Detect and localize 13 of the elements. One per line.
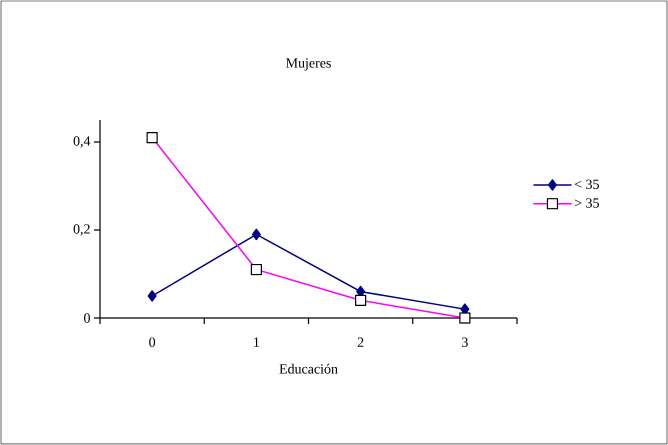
point [148, 290, 157, 302]
legend-label: < 35 [574, 180, 599, 189]
x-axis-title: Educación [279, 364, 338, 374]
chart-title: Mujeres [286, 58, 331, 70]
x-tick-label: 1 [254, 337, 260, 347]
y-tick-label: 0,2 [74, 224, 90, 236]
y-tick-label: 0,4 [74, 136, 90, 148]
x-tick-label: 3 [462, 338, 468, 347]
legend-label: > 35 [574, 198, 599, 208]
x-tick-label: 0 [149, 338, 156, 347]
point [252, 228, 261, 240]
x-tick-label: 2 [358, 338, 364, 347]
y-tick-label: 0 [84, 313, 90, 323]
